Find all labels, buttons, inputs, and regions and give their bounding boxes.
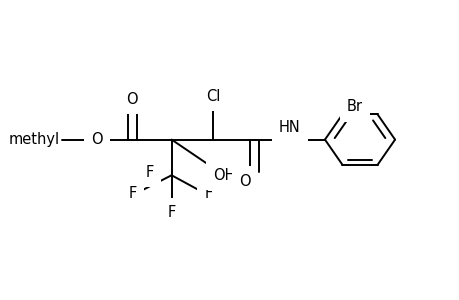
Text: F: F <box>204 186 212 201</box>
Text: Br: Br <box>346 99 362 114</box>
Text: O: O <box>238 174 250 189</box>
Text: OH: OH <box>213 168 235 183</box>
Text: F: F <box>167 205 175 220</box>
Text: F: F <box>146 165 154 180</box>
Text: Cl: Cl <box>206 89 220 104</box>
Text: O: O <box>91 132 103 147</box>
Text: F: F <box>128 186 136 201</box>
Text: O: O <box>126 92 138 107</box>
Text: methyl: methyl <box>9 132 60 147</box>
Text: HN: HN <box>279 120 300 135</box>
